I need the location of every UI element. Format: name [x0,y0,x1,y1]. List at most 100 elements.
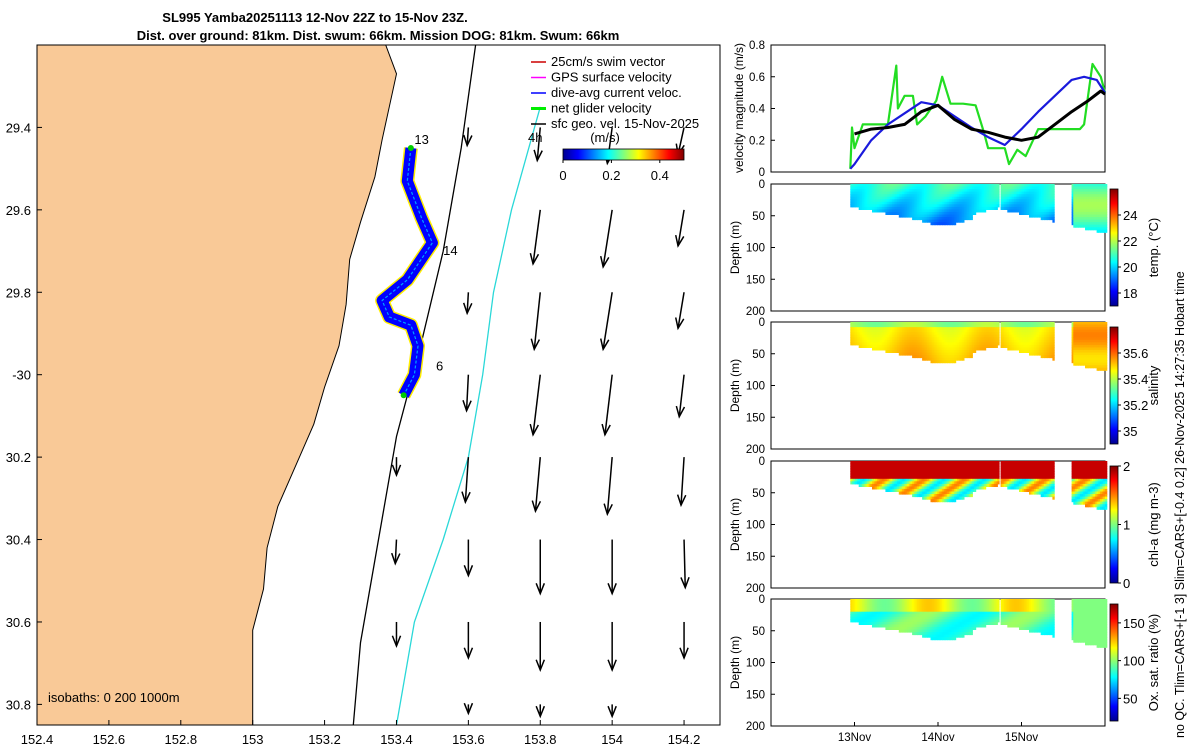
section-cell [877,322,880,326]
section-cell [960,196,963,200]
section-cell [1071,327,1074,331]
section-cell [853,463,856,467]
section-cell [888,344,891,348]
section-cell [850,334,853,338]
section-cell [975,471,978,475]
section-cell [1007,332,1010,336]
section-cell [883,476,886,480]
section-cell [872,337,875,341]
section-cell [930,206,933,210]
section-cell [1035,196,1038,200]
section-cell [1004,322,1007,326]
section-cell [1052,214,1055,218]
section-cell [863,184,866,188]
section-cell [1002,339,1005,343]
section-cell [992,189,995,193]
section-cell [893,349,896,353]
section-cell [945,349,948,353]
section-cell [923,357,927,361]
section-cell [1050,349,1053,353]
section-cell [987,206,990,210]
section-cell [878,206,881,210]
section-cell [878,466,881,470]
section-cell [935,184,938,188]
section-cell [960,339,963,343]
section-cell [918,486,922,490]
section-cell [882,478,885,482]
section-cell [1088,217,1091,221]
section-cell [1045,199,1048,203]
section-cell [1052,332,1055,336]
section-cell [942,322,945,326]
section-cell [957,344,960,348]
section-cell [893,466,896,470]
section-cell [980,344,983,348]
section-cell [950,191,953,195]
section-cell [1040,352,1043,356]
section-cell [862,471,865,475]
section-cell [972,332,975,336]
section-cell [983,342,987,346]
section-cell [918,199,922,203]
section-cell [1086,204,1089,208]
section-cell [1095,329,1098,333]
section-cell [950,483,953,487]
section-cell [1035,209,1038,213]
section-cell [893,191,896,195]
section-cell [975,476,978,480]
section-cell [960,184,963,188]
section-cell [850,468,853,472]
section-cell [942,466,945,470]
section-cell [873,461,876,465]
section-cell [967,488,970,492]
section-cell [930,327,933,331]
section-cell [952,334,955,338]
section-cell [905,334,908,338]
section-colorbar-label: salinity [1146,365,1161,405]
section-cell [1049,339,1052,343]
section-cell [893,209,896,213]
section-cell [1037,214,1040,218]
section-cell [858,186,861,190]
section-cell [888,478,891,482]
section-cell [900,471,903,475]
section-cell [952,357,955,361]
section-cell [1045,339,1048,343]
current-vector-head [533,149,543,163]
section-cell [977,466,980,470]
section-cell [1012,199,1015,203]
section-cell [885,344,888,348]
section-cell [990,189,993,193]
section-cell [900,334,903,338]
section-cell [1025,339,1028,343]
section-cell [1095,322,1098,326]
section-cell [1071,322,1074,326]
section-cell [1034,352,1037,356]
section-cell [958,204,962,208]
section-cell [975,481,978,485]
section-cell [1105,342,1108,346]
section-cell [898,468,902,472]
section-cell [935,332,938,336]
section-cell [1049,347,1052,351]
section-cell [1098,201,1101,205]
section-cell [1098,204,1101,208]
section-cell [923,468,927,472]
section-cell [965,217,968,221]
section-cell [860,329,863,333]
section-cell [940,349,943,353]
section-cell [950,324,953,328]
section-cell [920,342,923,346]
section-cell [950,499,953,503]
section-cell [935,355,938,359]
section-cell [1090,227,1093,231]
section-cell [922,466,925,470]
section-cell [973,194,977,198]
section-cell [1096,322,1099,326]
section-cell [1103,196,1106,200]
section-cell [1076,334,1079,338]
section-cell [860,204,863,208]
map-y-tick-label: 29.8 [6,285,31,300]
section-cell [925,349,928,353]
section-cell [948,494,952,498]
